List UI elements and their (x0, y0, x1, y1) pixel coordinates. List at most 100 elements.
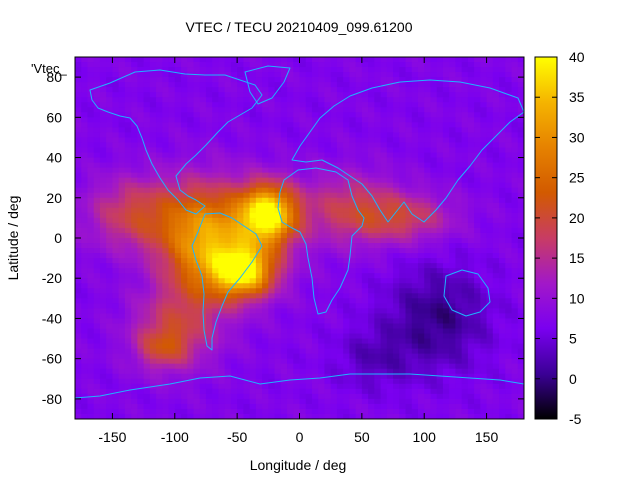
heatmap-cell (499, 308, 506, 315)
heatmap-cell (87, 192, 95, 199)
heatmap-cell (99, 222, 107, 229)
heatmap-cell (181, 107, 188, 113)
heatmap-cell (137, 187, 145, 194)
heatmap-cell (218, 127, 226, 134)
heatmap-cell (143, 217, 151, 224)
heatmap-cell (93, 403, 101, 410)
heatmap-cell (517, 72, 524, 78)
heatmap-cell (124, 313, 132, 320)
heatmap-cell (299, 197, 307, 204)
heatmap-cell (255, 298, 263, 304)
heatmap-cell (224, 378, 232, 385)
heatmap-cell (405, 313, 413, 320)
heatmap-cell (262, 227, 269, 234)
heatmap-cell (374, 122, 382, 128)
heatmap-cell (405, 72, 413, 78)
heatmap-cell (455, 293, 463, 299)
heatmap-cell (112, 303, 120, 309)
heatmap-cell (486, 57, 494, 63)
heatmap-cell (187, 303, 195, 309)
heatmap-cell (99, 363, 107, 370)
heatmap-cell (181, 303, 188, 309)
heatmap-cell (467, 197, 475, 204)
heatmap-cell (149, 222, 157, 229)
heatmap-cell (293, 393, 301, 400)
heatmap-cell (517, 348, 524, 355)
heatmap-cell (81, 353, 89, 360)
heatmap-cell (355, 328, 363, 335)
heatmap-cell (442, 212, 450, 219)
heatmap-cell (168, 92, 176, 98)
heatmap-cell (181, 403, 188, 410)
heatmap-cell (293, 243, 301, 249)
heatmap-cell (480, 338, 488, 345)
heatmap-cell (318, 177, 326, 184)
heatmap-cell (305, 288, 313, 294)
heatmap-cell (349, 57, 357, 63)
heatmap-cell (299, 308, 307, 315)
heatmap-cell (486, 348, 494, 355)
heatmap-cell (299, 107, 307, 113)
heatmap-cell (430, 82, 438, 88)
heatmap-cell (81, 82, 89, 88)
heatmap-cell (299, 157, 307, 164)
heatmap-cell (411, 172, 419, 179)
heatmap-cell (299, 288, 307, 294)
heatmap-cell (280, 142, 288, 149)
heatmap-cell (299, 238, 307, 244)
heatmap-cell (380, 107, 388, 113)
heatmap-cell (336, 112, 344, 118)
heatmap-cell (374, 62, 382, 68)
heatmap-cell (293, 313, 301, 320)
heatmap-cell (149, 132, 157, 139)
heatmap-cell (374, 278, 382, 284)
heatmap-cell (268, 192, 276, 199)
heatmap-cell (118, 283, 126, 289)
heatmap-cell (461, 112, 469, 118)
heatmap-cell (405, 333, 413, 340)
heatmap-cell (368, 97, 375, 103)
heatmap-cell (511, 77, 519, 83)
heatmap-cell (199, 122, 207, 128)
heatmap-cell (324, 112, 332, 118)
heatmap-cell (81, 263, 89, 269)
heatmap-cell (106, 353, 114, 360)
heatmap-cell (486, 127, 494, 134)
heatmap-cell (237, 167, 244, 174)
heatmap-cell (461, 92, 469, 98)
heatmap-cell (467, 107, 475, 113)
heatmap-cell (442, 388, 450, 395)
heatmap-cell (193, 67, 201, 73)
heatmap-cell (517, 187, 524, 194)
heatmap-cell (168, 253, 176, 259)
heatmap-cell (311, 388, 319, 395)
heatmap-cell (287, 248, 294, 254)
heatmap-cell (106, 162, 114, 169)
heatmap-cell (324, 62, 332, 68)
heatmap-cell (467, 388, 475, 395)
heatmap-cell (305, 227, 313, 234)
heatmap-cell (124, 147, 132, 154)
heatmap-cell (399, 202, 407, 209)
heatmap-cell (205, 238, 213, 244)
heatmap-cell (299, 398, 307, 405)
heatmap-cell (486, 283, 494, 289)
heatmap-cell (330, 177, 338, 184)
heatmap-cell (124, 177, 132, 184)
heatmap-cell (199, 328, 207, 335)
heatmap-cell (143, 122, 151, 128)
heatmap-cell (174, 137, 182, 144)
heatmap-cell (237, 283, 244, 289)
heatmap-cell (162, 393, 170, 400)
heatmap-cell (480, 212, 488, 219)
heatmap-cell (499, 253, 506, 259)
heatmap-cell (499, 353, 506, 360)
heatmap-cell (336, 157, 344, 164)
heatmap-cell (224, 263, 232, 269)
heatmap-cell (517, 338, 524, 345)
heatmap-cell (355, 212, 363, 219)
heatmap-cell (343, 378, 350, 385)
heatmap-cell (436, 72, 444, 78)
heatmap-cell (193, 298, 201, 304)
heatmap-cell (249, 132, 257, 139)
